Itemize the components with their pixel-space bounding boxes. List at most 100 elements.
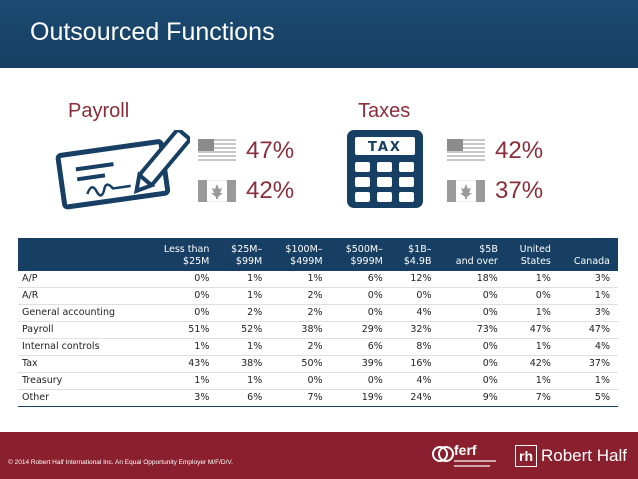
copyright-text: © 2014 Robert Half International Inc. An… xyxy=(8,459,233,466)
column-header-line-1: Less than xyxy=(163,244,210,255)
table-cell: 0% xyxy=(439,355,506,373)
table-cell: 1% xyxy=(558,372,618,390)
taxes-us-percent: 42% xyxy=(495,137,544,164)
table-cell: 52% xyxy=(217,321,271,339)
column-header-line-2: $25M xyxy=(183,256,210,267)
table-cell: 47% xyxy=(558,321,618,339)
table-cell: 2% xyxy=(270,287,331,305)
table-cell: 18% xyxy=(439,271,506,288)
table-cell: 1% xyxy=(146,372,218,390)
column-header xyxy=(18,238,147,271)
table-cell: 7% xyxy=(505,389,559,407)
table-cell: 0% xyxy=(330,287,391,305)
row-label: Tax xyxy=(18,355,147,373)
table-cell: 2% xyxy=(270,304,331,322)
table-row: Internal controls 1% 1% 2% 6% 8% 0% 1% 4% xyxy=(18,338,618,356)
table-cell: 47% xyxy=(505,321,559,339)
table-cell: 12% xyxy=(390,271,440,288)
column-header-line-2: $499M xyxy=(290,256,323,267)
tax-sign-text: TAX xyxy=(368,140,402,155)
table-cell: 0% xyxy=(330,372,391,390)
table-cell: 4% xyxy=(390,372,440,390)
table-cell: 0% xyxy=(439,372,506,390)
table-cell: 1% xyxy=(505,304,559,322)
table-cell: 2% xyxy=(270,338,331,356)
table-cell: 7% xyxy=(270,389,331,407)
table-cell: 38% xyxy=(217,355,271,373)
header-bar: Outsourced Functions xyxy=(0,0,638,68)
table-cell: 5% xyxy=(558,389,618,407)
column-header-line-1: $25M– xyxy=(231,244,263,255)
table-cell: 1% xyxy=(505,271,559,288)
column-header-line-1: $1B– xyxy=(408,244,432,255)
table-cell: 0% xyxy=(146,271,218,288)
canada-flag-icon xyxy=(198,180,236,202)
column-header: $500M– $999M xyxy=(331,238,391,271)
table-cell: 0% xyxy=(146,304,218,322)
column-header: $100M– $499M xyxy=(270,238,330,271)
table-cell: 0% xyxy=(439,338,506,356)
us-flag-icon xyxy=(447,139,485,161)
table-cell: 39% xyxy=(330,355,391,373)
table-cell: 1% xyxy=(505,372,559,390)
table-cell: 0% xyxy=(390,287,440,305)
table-cell: 0% xyxy=(146,287,218,305)
ferf-logo: ferf xyxy=(432,440,500,474)
robert-half-mark-icon: rh xyxy=(515,445,537,467)
table-row: General accounting 0% 2% 2% 0% 4% 0% 1% 3% xyxy=(18,304,618,322)
robert-half-logo-text: Robert Half xyxy=(541,446,627,465)
payroll-label: Payroll xyxy=(68,100,130,122)
table-cell: 6% xyxy=(217,389,271,407)
table-cell: 42% xyxy=(505,355,559,373)
column-header: $25M– $99M xyxy=(217,238,270,271)
table-row: A/P 0% 1% 1% 6% 12% 18% 1% 3% xyxy=(18,271,618,288)
row-label: Payroll xyxy=(18,321,147,339)
table-cell: 1% xyxy=(558,287,618,305)
column-header-line-2: States xyxy=(520,256,551,267)
table-cell: 6% xyxy=(330,271,391,288)
table-cell: 16% xyxy=(390,355,440,373)
column-header: Canada xyxy=(559,238,618,271)
tax-calculator-icon: TAX xyxy=(347,130,423,208)
table-cell: 19% xyxy=(330,389,391,407)
table-row: Payroll 51% 52% 38% 29% 32% 73% 47% 47% xyxy=(18,321,618,339)
column-header-line-1: $500M– xyxy=(345,244,383,255)
column-header-line-2: $999M xyxy=(350,256,383,267)
column-header: Less than $25M xyxy=(147,238,218,271)
table-cell: 43% xyxy=(146,355,218,373)
outsourced-functions-table: Less than $25M $25M– $99M $100M– $499M $500M– $… xyxy=(18,238,618,407)
footer-bar: © 2014 Robert Half International Inc. An… xyxy=(0,432,638,479)
column-header-line-1: United xyxy=(519,244,551,255)
row-label: A/P xyxy=(18,271,147,288)
table-cell: 2% xyxy=(217,304,271,322)
row-label: A/R xyxy=(18,287,147,305)
table-row: Treasury 1% 1% 0% 0% 4% 0% 1% 1% xyxy=(18,372,618,390)
column-header-line-1: $5B xyxy=(479,244,498,255)
ferf-logo-mark-icon xyxy=(432,446,454,462)
table-cell: 37% xyxy=(558,355,618,373)
column-header: United States xyxy=(506,238,559,271)
table-cell: 38% xyxy=(270,321,331,339)
table-cell: 0% xyxy=(330,304,391,322)
table-cell: 1% xyxy=(217,271,271,288)
table-cell: 29% xyxy=(330,321,391,339)
table-cell: 0% xyxy=(439,287,506,305)
table-row: A/R 0% 1% 2% 0% 0% 0% 0% 1% xyxy=(18,287,618,305)
us-flag-icon xyxy=(198,139,236,161)
column-header: $1B– $4.9B xyxy=(391,238,440,271)
row-label: Other xyxy=(18,389,147,407)
table-cell: 0% xyxy=(505,287,559,305)
payroll-us-percent: 47% xyxy=(246,137,295,164)
table-cell: 73% xyxy=(439,321,506,339)
table-cell: 1% xyxy=(505,338,559,356)
column-header-line-1: $100M– xyxy=(285,244,323,255)
page-title: Outsourced Functions xyxy=(30,18,275,46)
payroll-canada-percent: 42% xyxy=(246,177,295,204)
table-row: Other 3% 6% 7% 19% 24% 9% 7% 5% xyxy=(18,389,618,407)
row-label: General accounting xyxy=(18,304,147,322)
table-header-row: Less than $25M $25M– $99M $100M– $499M $500M– $… xyxy=(18,238,618,271)
column-header-line-2: Canada xyxy=(573,256,610,267)
row-label: Internal controls xyxy=(18,338,147,356)
table-cell: 1% xyxy=(146,338,218,356)
table-row: Tax 43% 38% 50% 39% 16% 0% 42% 37% xyxy=(18,355,618,373)
